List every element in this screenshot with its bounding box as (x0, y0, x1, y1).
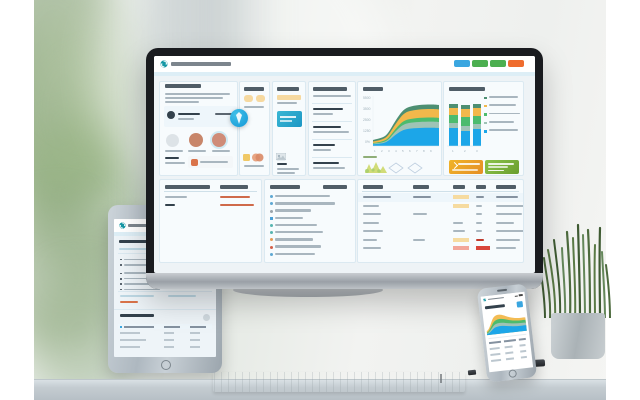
svg-text:2: 2 (381, 149, 383, 153)
svg-text:1: 1 (452, 149, 454, 153)
svg-text:3: 3 (476, 149, 478, 153)
svg-text:3500: 3500 (363, 107, 371, 111)
svg-text:7: 7 (416, 149, 418, 153)
svg-text:1: 1 (374, 149, 376, 153)
svg-text:5500: 5500 (363, 96, 371, 100)
svg-text:6: 6 (409, 149, 411, 153)
svg-text:2: 2 (464, 149, 466, 153)
svg-text:8: 8 (423, 149, 425, 153)
svg-text:4: 4 (395, 149, 397, 153)
svg-text:1250: 1250 (363, 129, 371, 133)
svg-text:5: 5 (402, 149, 404, 153)
svg-text:3: 3 (388, 149, 390, 153)
svg-text:0%: 0% (365, 140, 370, 144)
svg-text:2500: 2500 (363, 118, 371, 122)
svg-text:9: 9 (430, 149, 432, 153)
